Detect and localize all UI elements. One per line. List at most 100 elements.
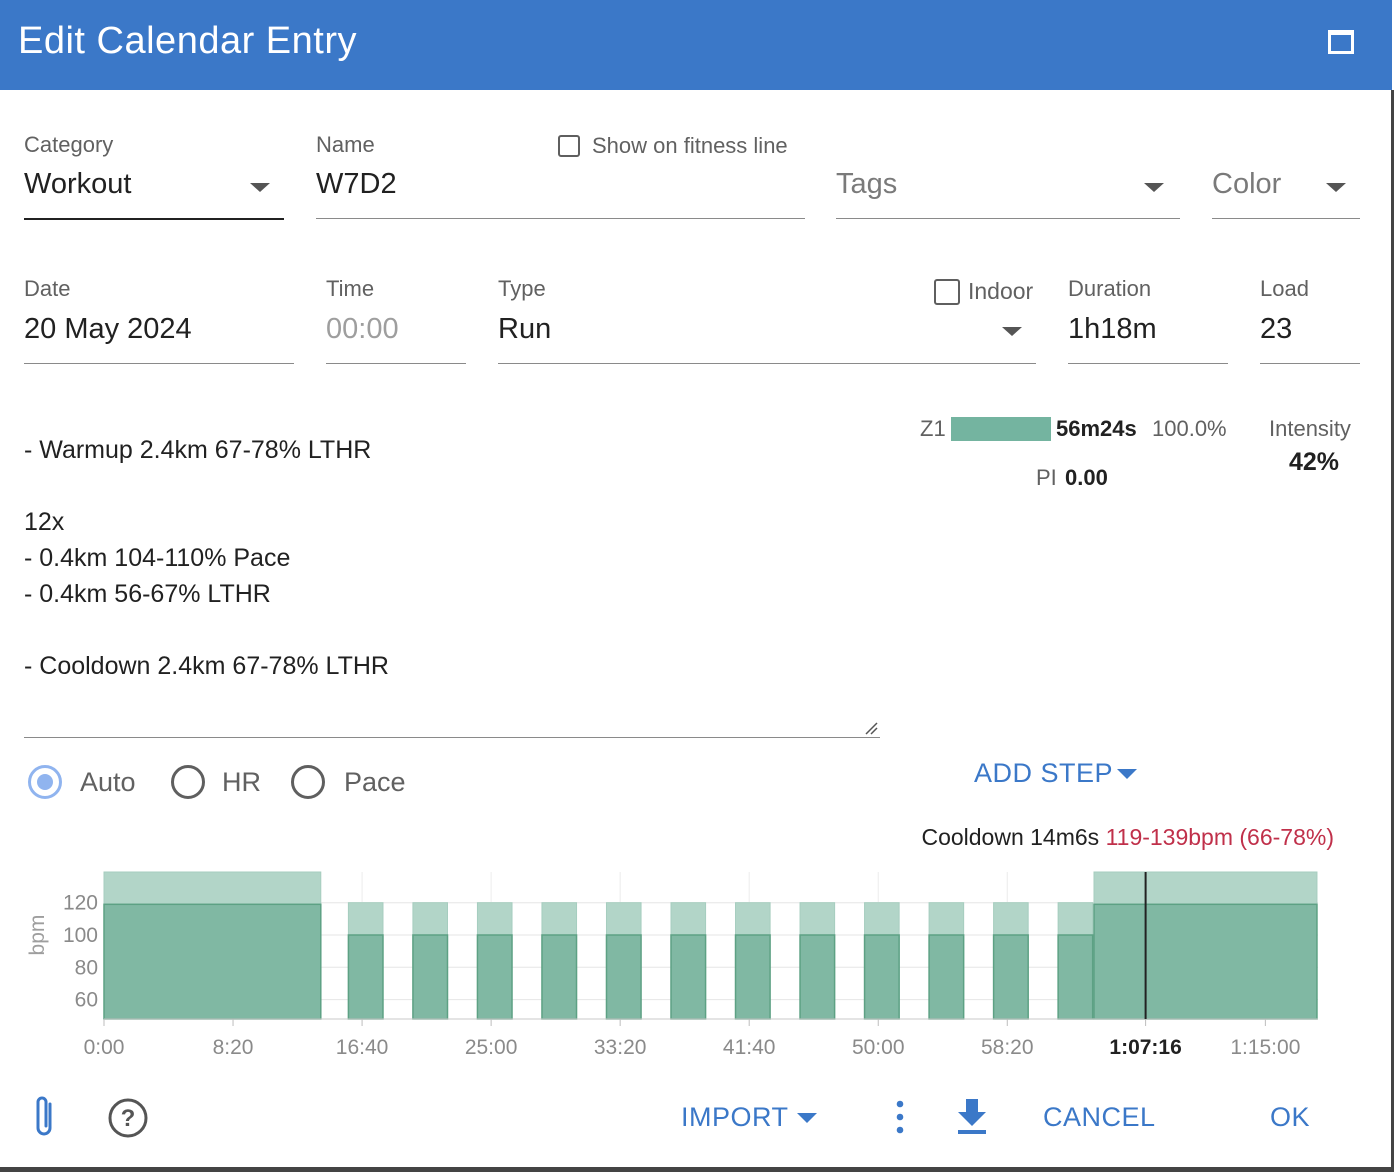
name-value: W7D2 (316, 168, 397, 200)
step-bar (412, 934, 449, 1020)
duration-field[interactable]: Duration 1h18m (1068, 276, 1228, 366)
indoor-checkbox[interactable] (934, 279, 960, 305)
show-on-fitness-line-label[interactable]: Show on fitness line (592, 133, 788, 158)
step-upper-band (412, 902, 449, 936)
import-button[interactable]: IMPORT (681, 1102, 789, 1132)
add-step-button[interactable]: ADD STEP (974, 758, 1114, 788)
time-field[interactable]: Time 00:00 (326, 276, 466, 366)
time-value: 00:00 (326, 313, 399, 345)
workout-chart[interactable]: 60 80 100 120 0:00 8:20 16:40 25:00 33:20 41:40 50… (0, 860, 1394, 1070)
step-upper-band (1057, 902, 1094, 936)
intensity-value: 42% (1289, 448, 1340, 476)
radio-pace-label[interactable]: Pace (344, 767, 406, 797)
zone-z1-percent: 100.0% (1152, 416, 1227, 441)
y-axis-label: bpm (26, 915, 49, 956)
zone-z1-time: 56m24s (1056, 416, 1137, 441)
time-underline (326, 363, 466, 364)
x-tick-label: 8:20 (213, 1036, 254, 1059)
radio-auto-label[interactable]: Auto (80, 767, 136, 797)
radio-hr[interactable] (171, 765, 205, 799)
zone-z1-bar-track (951, 417, 1051, 441)
step-upper-band (347, 902, 384, 936)
description-textarea[interactable]: - Warmup 2.4km 67-78% LTHR 12x - 0.4km 1… (24, 436, 389, 680)
x-tick-label: 1:15:00 (1230, 1036, 1300, 1059)
step-bar (541, 934, 578, 1020)
date-value: 20 May 2024 (24, 313, 192, 345)
time-label: Time (326, 276, 375, 301)
hover-info: Cooldown 14m6s 119-139bpm (66-78%) (921, 824, 1334, 851)
date-label: Date (24, 276, 71, 301)
duration-value: 1h18m (1068, 313, 1157, 345)
step-bar (863, 934, 900, 1020)
x-tick-label: 1:07:16 (1109, 1036, 1181, 1059)
tags-select[interactable]: Tags (836, 160, 1180, 222)
step-bar (992, 934, 1029, 1020)
step-bar (928, 934, 965, 1020)
step-bar (347, 934, 384, 1020)
load-value: 23 (1260, 313, 1293, 345)
step-bar (605, 934, 642, 1020)
step-bar (670, 934, 707, 1020)
tags-underline (836, 218, 1180, 219)
name-field[interactable]: Name W7D2 (316, 130, 805, 222)
type-underline (498, 363, 1036, 364)
step-bar (476, 934, 513, 1020)
category-field[interactable]: Category Workout (24, 130, 284, 222)
step-upper-band (928, 902, 965, 936)
cancel-button[interactable]: CANCEL (1043, 1102, 1156, 1132)
step-upper-band (735, 902, 771, 936)
title-bar: Edit Calendar Entry (0, 0, 1392, 90)
add-step-dropdown-icon[interactable] (1117, 769, 1137, 779)
x-tick-label: 58:20 (981, 1036, 1034, 1059)
indoor-label[interactable]: Indoor (968, 278, 1034, 304)
tags-dropdown-icon (1144, 183, 1164, 192)
zone-z1-bar (951, 417, 1051, 441)
tags-placeholder: Tags (836, 168, 898, 200)
help-icon[interactable]: ? (106, 1096, 150, 1140)
svg-text:?: ? (121, 1105, 136, 1132)
hover-step: Cooldown 14m6s (921, 824, 1100, 850)
resize-handle-icon[interactable] (864, 721, 878, 735)
type-field[interactable]: Type Run (498, 276, 1036, 366)
color-select[interactable]: Color (1212, 160, 1360, 222)
y-tick-label: 100 (63, 924, 98, 947)
zone-z1-label: Z1 (920, 416, 946, 441)
type-value: Run (498, 313, 552, 345)
show-on-fitness-line-checkbox[interactable] (558, 135, 580, 157)
download-icon[interactable] (954, 1097, 990, 1137)
more-vertical-icon[interactable] (890, 1098, 910, 1138)
name-underline (316, 218, 805, 219)
duration-label: Duration (1068, 276, 1152, 301)
step-upper-band (799, 902, 836, 936)
maximize-icon[interactable] (1328, 30, 1354, 54)
radio-hr-label[interactable]: HR (222, 767, 261, 797)
radio-pace[interactable] (291, 765, 325, 799)
y-tick-label: 60 (75, 989, 98, 1012)
window-edge (1391, 90, 1394, 1172)
step-upper-band (864, 902, 900, 936)
step-upper-band (1093, 871, 1318, 905)
type-label: Type (498, 276, 546, 301)
step-bar (799, 934, 836, 1020)
category-dropdown-icon (250, 183, 270, 192)
load-field[interactable]: Load 23 (1260, 276, 1360, 366)
y-tick-label: 80 (75, 956, 98, 979)
step-upper-band (476, 902, 513, 936)
load-label: Load (1260, 276, 1309, 301)
color-dropdown-icon (1326, 183, 1346, 192)
radio-auto[interactable] (28, 765, 62, 799)
x-tick-label: 25:00 (465, 1036, 518, 1059)
category-underline (24, 218, 284, 220)
ok-button[interactable]: OK (1270, 1102, 1311, 1132)
paperclip-icon[interactable] (30, 1094, 60, 1142)
step-bar (1057, 934, 1094, 1020)
step-upper-band (541, 902, 578, 936)
color-placeholder: Color (1212, 168, 1282, 200)
step-bar (103, 903, 322, 1020)
dialog-title: Edit Calendar Entry (18, 20, 357, 62)
import-dropdown-icon[interactable] (797, 1113, 817, 1123)
hover-range: 119-139bpm (66-78%) (1105, 824, 1334, 850)
step-bar (1093, 903, 1318, 1020)
name-label: Name (316, 132, 375, 157)
date-field[interactable]: Date 20 May 2024 (24, 276, 294, 366)
